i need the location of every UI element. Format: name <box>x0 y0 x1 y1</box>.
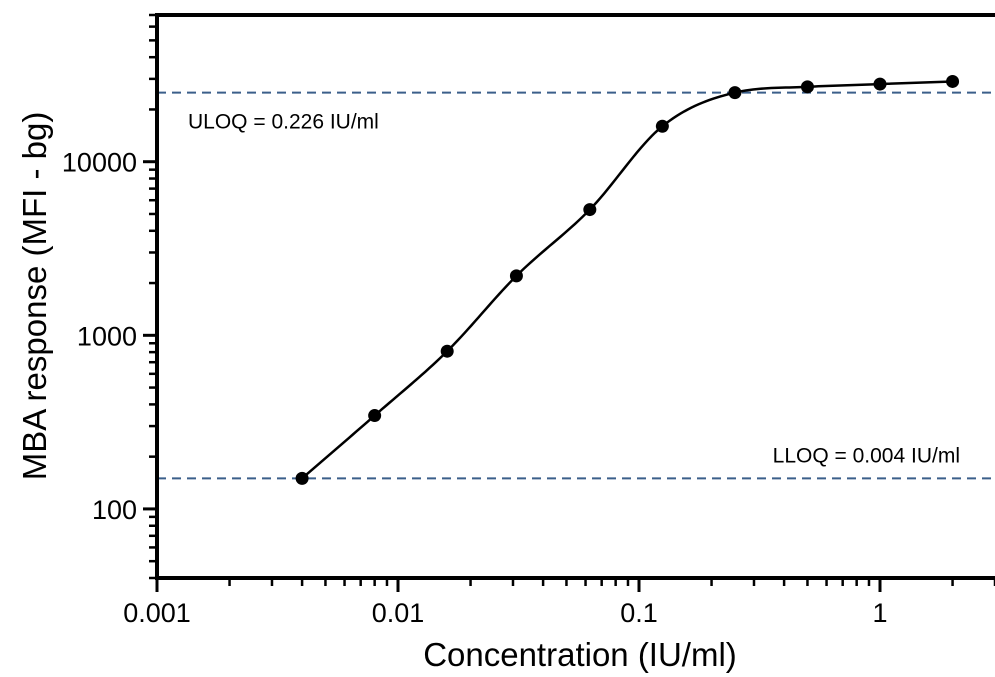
axes: 0.001 0.01 0.1 1 100 1000 10000 <box>62 13 995 628</box>
y-tick-label: 1000 <box>77 321 137 351</box>
data-point <box>728 86 742 100</box>
y-tick-label: 100 <box>92 495 137 525</box>
data-point <box>440 344 454 358</box>
data-point <box>583 203 597 217</box>
data-points <box>295 74 960 485</box>
data-point <box>295 471 309 485</box>
data-point <box>509 269 523 283</box>
x-tick-label: 0.01 <box>372 598 425 628</box>
x-tick-label: 1 <box>872 598 887 628</box>
fit-curve <box>301 80 953 480</box>
x-tick-label: 0.001 <box>123 598 191 628</box>
x-axis-title: Concentration (IU/ml) <box>423 636 737 673</box>
y-axis-title: MBA response (MFI - bg) <box>16 112 53 481</box>
y-tick-label: 10000 <box>62 148 137 178</box>
reference-line-label: LLOQ = 0.004 IU/ml <box>773 444 960 467</box>
data-point <box>368 409 382 423</box>
data-point <box>873 77 887 91</box>
data-point <box>800 80 814 94</box>
fit-curve-group <box>301 80 953 480</box>
reference-lines: ULOQ = 0.226 IU/ml LLOQ = 0.004 IU/ml <box>157 91 995 480</box>
reference-line-label: ULOQ = 0.226 IU/ml <box>188 111 379 134</box>
labels: Concentration (IU/ml) MBA response (MFI … <box>16 112 737 673</box>
x-tick-label: 0.1 <box>620 598 658 628</box>
data-point <box>946 74 960 88</box>
data-point <box>655 119 669 133</box>
